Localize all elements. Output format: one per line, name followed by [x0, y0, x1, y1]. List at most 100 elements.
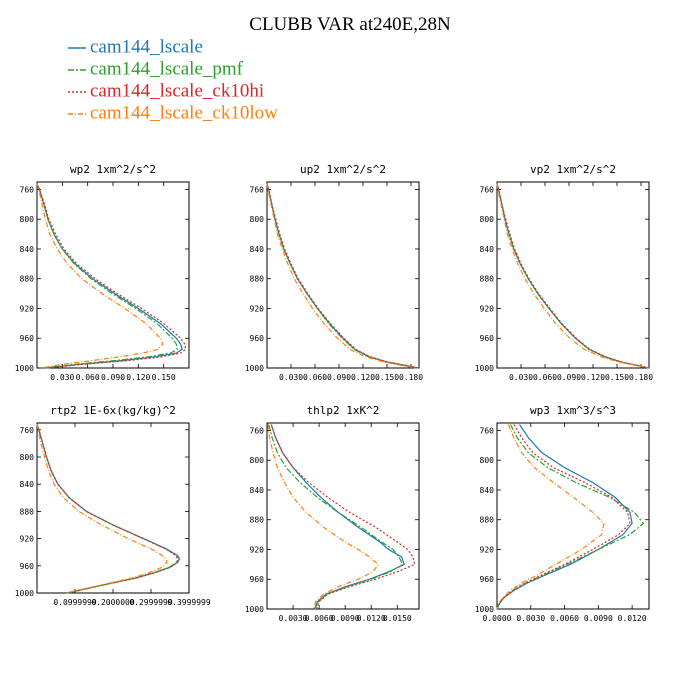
x-tick-label-up2: 0.030: [279, 373, 303, 382]
y-tick-label-wp3: 960: [480, 575, 495, 584]
y-tick-label-wp2: 1000: [15, 364, 34, 373]
y-tick-label-wp3: 1000: [475, 605, 494, 614]
series-line-rtp2-2: [36, 424, 179, 594]
x-tick-label-wp2: 0.150: [152, 373, 176, 382]
series-line-wp3-1: [496, 424, 645, 610]
legend-label-lscale: cam144_lscale: [90, 36, 203, 58]
y-tick-label-thlp2: 1000: [245, 605, 264, 614]
y-tick-label-rtp2: 960: [20, 562, 35, 571]
series-line-up2-2: [266, 183, 420, 369]
x-tick-label-vp2: 0.030: [509, 373, 533, 382]
y-tick-label-wp2: 960: [20, 334, 35, 343]
y-tick-label-vp2: 800: [480, 215, 495, 224]
panel-rtp2: rtp2 1E-6x(kg/kg)^2 760 800 840 880 920 960 100…: [15, 404, 211, 607]
y-tick-label-up2: 880: [250, 275, 265, 284]
panel-title-up2: up2 1xm^2/s^2: [300, 163, 386, 176]
series-line-vp2-0: [496, 183, 650, 369]
panel-frame-thlp2: [266, 422, 420, 610]
panel-frame-vp2: [496, 181, 650, 369]
y-tick-label-vp2: 1000: [475, 364, 494, 373]
legend-entry-lscale-pmf: cam144_lscale_pmf: [68, 59, 243, 80]
x-tick-label-up2: 0.150: [375, 373, 399, 382]
series-line-vp2-1: [496, 183, 650, 369]
y-tick-label-rtp2: 880: [20, 507, 35, 516]
legend-label-lscale-ck10low: cam144_lscale_ck10low: [90, 102, 278, 124]
x-tick-label-thlp2: 0.0030: [279, 614, 308, 623]
series-line-thlp2-1: [268, 424, 404, 610]
y-tick-label-wp2: 920: [20, 304, 35, 313]
series-line-wp2-0: [36, 183, 183, 369]
series-line-vp2-3: [496, 183, 650, 369]
y-tick-label-wp3: 760: [480, 426, 495, 435]
x-tick-label-vp2: 0.090: [557, 373, 581, 382]
legend-entry-lscale-ck10low: cam144_lscale_ck10low: [68, 103, 278, 124]
y-tick-label-rtp2: 920: [20, 535, 35, 544]
x-tick-label-vp2: 0.180: [629, 373, 653, 382]
x-tick-label-wp2: 0.060: [76, 373, 100, 382]
y-tick-label-up2: 960: [250, 334, 265, 343]
y-tick-label-wp2: 840: [20, 245, 35, 254]
y-tick-label-up2: 800: [250, 215, 265, 224]
y-tick-label-wp3: 840: [480, 486, 495, 495]
panel-title-thlp2: thlp2 1xK^2: [307, 404, 380, 417]
series-line-vp2-2: [496, 183, 650, 369]
y-tick-label-up2: 760: [250, 185, 265, 194]
x-tick-label-thlp2: 0.0120: [357, 614, 386, 623]
y-tick-label-vp2: 760: [480, 185, 495, 194]
y-tick-label-thlp2: 760: [250, 426, 265, 435]
x-tick-label-rtp2: 0.2000000: [91, 598, 135, 607]
series-line-rtp2-1: [36, 424, 181, 594]
y-tick-label-thlp2: 920: [250, 545, 265, 554]
panel-frame-rtp2: [36, 422, 190, 594]
x-tick-label-rtp2: 0.2999999: [129, 598, 173, 607]
x-tick-label-up2: 0.180: [399, 373, 423, 382]
x-tick-label-wp2: 0.120: [126, 373, 150, 382]
series-line-wp3-2: [496, 424, 631, 610]
x-tick-label-rtp2: 0.3999999: [167, 598, 211, 607]
panel-thlp2: thlp2 1xK^276080084088092096010000.00300…: [245, 404, 420, 623]
x-tick-label-vp2: 0.060: [533, 373, 557, 382]
y-tick-label-up2: 1000: [245, 364, 264, 373]
x-tick-label-thlp2: 0.0150: [383, 614, 412, 623]
series-line-thlp2-0: [270, 424, 405, 610]
figure-title: CLUBB VAR at240E,28N: [249, 14, 451, 35]
panel-frame-wp2: [36, 181, 190, 369]
y-tick-label-thlp2: 800: [250, 456, 265, 465]
x-tick-label-thlp2: 0.0060: [305, 614, 334, 623]
legend-label-lscale-pmf: cam144_lscale_pmf: [90, 58, 244, 80]
series-line-wp2-2: [36, 183, 187, 369]
legend-entry-lscale: cam144_lscale: [68, 37, 203, 58]
y-tick-label-wp3: 880: [480, 516, 495, 525]
panel-wp2: wp2 1xm^2/s^2 760 800 840 880 920 960 1000 0.030…: [15, 163, 190, 382]
panel-title-rtp2: rtp2 1E-6x(kg/kg)^2: [50, 404, 176, 417]
legend-swatch-lscale: [68, 46, 86, 49]
y-tick-label-wp3: 920: [480, 545, 495, 554]
y-tick-label-up2: 920: [250, 304, 265, 313]
y-tick-label-thlp2: 960: [250, 575, 265, 584]
x-tick-label-rtp2: 0.0999999: [53, 598, 97, 607]
series-line-wp3-0: [496, 424, 633, 610]
series-line-rtp2-3: [36, 424, 168, 594]
series-line-thlp2-3: [267, 424, 380, 610]
x-tick-label-wp3: 0.0090: [584, 614, 613, 623]
x-tick-label-wp2: 0.090: [101, 373, 125, 382]
y-tick-label-vp2: 840: [480, 245, 495, 254]
y-tick-label-wp2: 800: [20, 215, 35, 224]
series-line-wp3-3: [496, 424, 605, 610]
x-tick-label-wp3: 0.0030: [516, 614, 545, 623]
series-line-thlp2-2: [270, 424, 416, 610]
panel-frame-up2: [266, 181, 420, 369]
y-tick-label-rtp2: 800: [20, 453, 35, 462]
x-tick-label-vp2: 0.120: [581, 373, 605, 382]
panel-wp3: wp3 1xm^3/s^3 760 800 840 880 920 960 10000.000…: [475, 404, 650, 623]
series-line-up2-1: [266, 183, 418, 369]
x-tick-label-wp3: 0.0060: [550, 614, 579, 623]
legend-label-lscale-ck10hi: cam144_lscale_ck10hi: [90, 80, 265, 102]
panel-up2: up2 1xm^2/s^2 760 800 840 880 920 960 1000 0.030…: [245, 163, 423, 382]
panel-title-vp2: vp2 1xm^2/s^2: [530, 163, 616, 176]
y-tick-label-rtp2: 840: [20, 480, 35, 489]
series-line-wp2-3: [36, 183, 164, 369]
x-tick-label-up2: 0.060: [303, 373, 327, 382]
series-line-rtp2-0: [36, 424, 181, 594]
